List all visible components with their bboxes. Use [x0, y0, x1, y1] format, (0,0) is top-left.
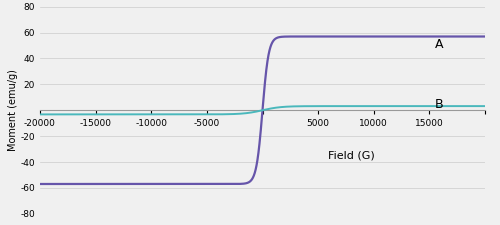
Text: B: B [435, 98, 444, 111]
Text: Field (G): Field (G) [328, 151, 375, 160]
Text: A: A [435, 38, 444, 51]
Y-axis label: Moment (emu/g): Moment (emu/g) [8, 69, 18, 151]
